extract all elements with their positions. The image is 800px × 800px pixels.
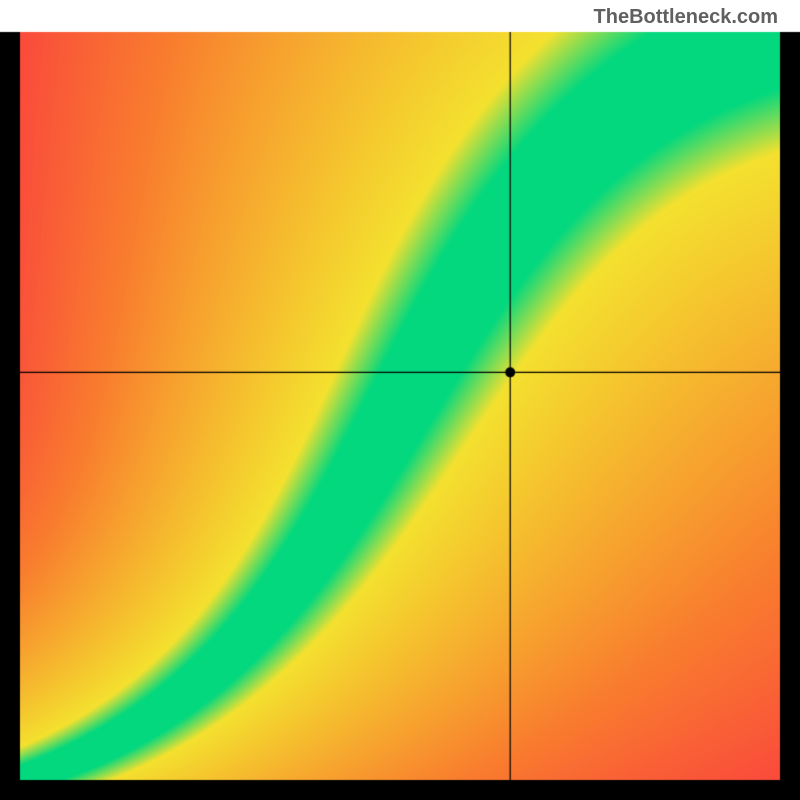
watermark-text: TheBottleneck.com: [594, 6, 778, 29]
chart-container: TheBottleneck.com: [0, 0, 800, 800]
bottleneck-heatmap: [0, 0, 800, 800]
